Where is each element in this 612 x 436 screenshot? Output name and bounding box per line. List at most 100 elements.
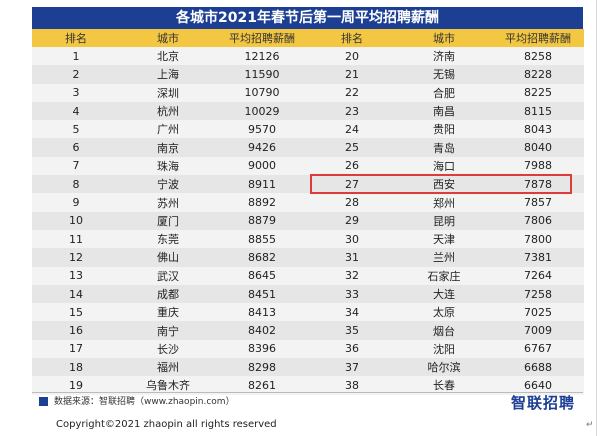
left-city-cell: 福州 [120,358,216,377]
right-salary-cell: 7381 [492,248,584,267]
left-salary-cell: 8402 [216,321,308,340]
left-city-cell: 乌鲁木齐 [120,376,216,395]
left-salary-cell: 8645 [216,266,308,285]
right-rank-cell: 38 [308,376,396,395]
salary-table: 排名 城市 平均招聘薪酬 排名 城市 平均招聘薪酬 1 北京 12126 20 济南 82… [32,29,584,395]
left-salary-cell: 10790 [216,83,308,102]
left-salary-cell: 8451 [216,284,308,304]
right-rank-cell: 33 [308,284,396,304]
right-rank-cell: 24 [308,120,396,139]
table-row: 1 北京 12126 20 济南 8258 [32,47,584,66]
right-city-cell: 哈尔滨 [396,358,492,377]
right-city-cell: 郑州 [396,193,492,212]
right-city-cell: 合肥 [396,83,492,102]
left-city-cell: 东莞 [120,229,216,249]
left-salary-cell: 8298 [216,358,308,377]
left-salary-cell: 9000 [216,156,308,176]
right-salary-cell: 6767 [492,339,584,359]
left-city-cell: 上海 [120,65,216,84]
left-salary-cell: 9426 [216,138,308,157]
right-city-cell: 贵阳 [396,120,492,139]
left-rank-cell: 4 [32,101,120,121]
source-footer: 数据来源：智联招聘（www.zhaopin.com） 智联招聘 [32,392,583,415]
table-row: 3 深圳 10790 22 合肥 8225 [32,83,584,102]
right-rank-cell: 22 [308,83,396,102]
header-rank: 排名 [308,29,396,47]
table-row: 5 广州 9570 24 贵阳 8043 [32,120,584,139]
zhaopin-logo: 智联招聘 [510,394,575,412]
right-city-cell: 南昌 [396,101,492,121]
right-rank-cell: 29 [308,211,396,230]
header-salary: 平均招聘薪酬 [492,29,584,47]
header-city: 城市 [120,29,216,47]
table-row: 4 杭州 10029 23 南昌 8115 [32,101,584,121]
table-row: 13 武汉 8645 32 石家庄 7264 [32,266,584,285]
right-salary-cell: 7025 [492,303,584,322]
left-city-cell: 佛山 [120,248,216,267]
left-rank-cell: 10 [32,211,120,230]
left-rank-cell: 14 [32,284,120,304]
left-city-cell: 长沙 [120,339,216,359]
left-salary-cell: 10029 [216,101,308,121]
right-salary-cell: 7857 [492,193,584,212]
table-row: 16 南宁 8402 35 烟台 7009 [32,321,584,340]
right-rank-cell: 28 [308,193,396,212]
right-rank-cell: 20 [308,47,396,66]
left-rank-cell: 1 [32,47,120,66]
right-city-cell: 石家庄 [396,266,492,285]
right-rank-cell: 31 [308,248,396,267]
right-rank-cell: 26 [308,156,396,176]
left-city-cell: 宁波 [120,175,216,194]
left-rank-cell: 6 [32,138,120,157]
right-rank-cell: 23 [308,101,396,121]
left-rank-cell: 11 [32,229,120,249]
right-salary-cell: 8115 [492,101,584,121]
table-row: 14 成都 8451 33 大连 7258 [32,284,584,304]
right-rank-cell: 30 [308,229,396,249]
right-rank-cell: 35 [308,321,396,340]
right-city-cell: 大连 [396,284,492,304]
left-salary-cell: 9570 [216,120,308,139]
left-salary-cell: 8855 [216,229,308,249]
right-salary-cell: 8043 [492,120,584,139]
right-city-cell: 济南 [396,47,492,66]
header-city: 城市 [396,29,492,47]
table-row: 15 重庆 8413 34 太原 7025 [32,303,584,322]
table-row: 18 福州 8298 37 哈尔滨 6688 [32,358,584,377]
table-row: 10 厦门 8879 29 昆明 7806 [32,211,584,230]
table-row: 8 宁波 8911 27 西安 7878 [32,175,584,194]
table-title: 各城市2021年春节后第一周平均招聘薪酬 [32,7,583,29]
right-city-cell: 青岛 [396,138,492,157]
right-city-cell: 无锡 [396,65,492,84]
header-rank: 排名 [32,29,120,47]
right-city-cell: 兰州 [396,248,492,267]
table-row: 19 乌鲁木齐 8261 38 长春 6640 [32,376,584,395]
left-rank-cell: 18 [32,358,120,377]
right-city-cell: 沈阳 [396,339,492,359]
left-salary-cell: 8261 [216,376,308,395]
left-salary-cell: 11590 [216,65,308,84]
left-salary-cell: 8396 [216,339,308,359]
table-row: 11 东莞 8855 30 天津 7800 [32,229,584,249]
right-city-cell: 烟台 [396,321,492,340]
left-rank-cell: 2 [32,65,120,84]
left-city-cell: 武汉 [120,266,216,285]
paragraph-mark-icon: ↵ [586,420,594,430]
left-rank-cell: 8 [32,175,120,194]
right-city-cell: 西安 [396,175,492,194]
left-rank-cell: 16 [32,321,120,340]
left-salary-cell: 8911 [216,175,308,194]
right-salary-cell: 8258 [492,47,584,66]
left-rank-cell: 5 [32,120,120,139]
right-salary-cell: 8040 [492,138,584,157]
left-city-cell: 南京 [120,138,216,157]
right-rank-cell: 36 [308,339,396,359]
right-rank-cell: 37 [308,358,396,377]
left-rank-cell: 15 [32,303,120,322]
left-city-cell: 南宁 [120,321,216,340]
right-rank-cell: 25 [308,138,396,157]
right-rank-cell: 34 [308,303,396,322]
right-salary-cell: 7878 [492,175,584,194]
right-salary-cell: 6688 [492,358,584,377]
blue-square-icon [39,397,48,406]
